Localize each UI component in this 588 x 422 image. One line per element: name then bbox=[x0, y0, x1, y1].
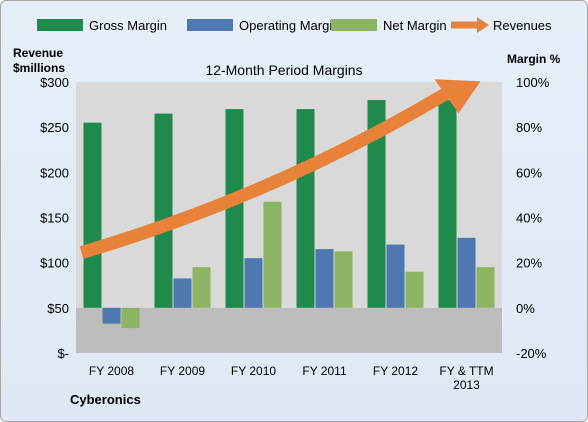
bar-net-margin-0 bbox=[121, 307, 140, 329]
left-tick-label: $- bbox=[57, 346, 69, 361]
right-tick-label: 20% bbox=[516, 256, 542, 271]
legend-swatch-gross-margin bbox=[37, 19, 83, 31]
plot-area-negative-band bbox=[76, 308, 502, 353]
bar-gross-margin-1 bbox=[154, 113, 173, 308]
legend-swatch-net-margin bbox=[331, 19, 377, 31]
left-tick-label: $250 bbox=[40, 120, 69, 135]
legend-label: Gross Margin bbox=[89, 18, 167, 33]
bar-gross-margin-2 bbox=[225, 109, 244, 308]
right-tick-label: 80% bbox=[516, 120, 542, 135]
category-label-2: FY 2010 bbox=[231, 364, 276, 378]
bar-net-margin-2 bbox=[263, 201, 282, 308]
right-tick-label: 40% bbox=[516, 211, 542, 226]
legend: Gross Margin Operating Margin Net Margin Re… bbox=[37, 17, 552, 33]
category-label-5: 2013 bbox=[453, 378, 480, 392]
bar-net-margin-1 bbox=[192, 267, 211, 308]
legend-label: Operating Margin bbox=[239, 18, 339, 33]
left-tick-label: $150 bbox=[40, 211, 69, 226]
bar-net-margin-3 bbox=[334, 251, 353, 308]
category-label-3: FY 2011 bbox=[302, 364, 347, 378]
legend-arrow-head bbox=[477, 17, 489, 33]
bar-operating-margin-1 bbox=[173, 278, 192, 308]
legend-label: Net Margin bbox=[383, 18, 447, 33]
category-label-1: FY 2009 bbox=[160, 364, 205, 378]
left-axis-title-line2: $millions bbox=[13, 61, 65, 75]
bar-gross-margin-4 bbox=[367, 100, 386, 308]
left-tick-label: $300 bbox=[40, 75, 69, 90]
category-label-4: FY 2012 bbox=[373, 364, 418, 378]
left-tick-label: $100 bbox=[40, 256, 69, 271]
left-axis-title-line1: Revenue bbox=[13, 46, 63, 60]
chart-title: 12-Month Period Margins bbox=[205, 62, 362, 78]
plot-area-upper bbox=[76, 82, 502, 353]
legend-swatch-operating-margin bbox=[187, 19, 233, 31]
bar-operating-margin-5 bbox=[457, 237, 476, 308]
bar-operating-margin-0 bbox=[102, 307, 121, 324]
right-tick-label: 100% bbox=[516, 75, 550, 90]
bar-net-margin-5 bbox=[476, 267, 495, 308]
bar-operating-margin-3 bbox=[315, 249, 334, 308]
company-label: Cyberonics bbox=[70, 392, 141, 407]
bar-gross-margin-3 bbox=[296, 109, 315, 308]
bar-net-margin-4 bbox=[405, 271, 424, 308]
bar-operating-margin-2 bbox=[244, 258, 263, 308]
category-label-0: FY 2008 bbox=[89, 364, 134, 378]
revenues-arrow-head bbox=[434, 79, 481, 114]
left-tick-label: $50 bbox=[47, 301, 69, 316]
revenues-trend-line bbox=[79, 87, 450, 259]
left-tick-label: $200 bbox=[40, 165, 69, 180]
right-axis-title: Margin % bbox=[507, 52, 561, 66]
category-label-5: FY & TTM bbox=[439, 364, 493, 378]
right-tick-label: 60% bbox=[516, 165, 542, 180]
right-tick-label: -20% bbox=[516, 346, 547, 361]
bar-operating-margin-4 bbox=[386, 244, 405, 308]
bar-gross-margin-5 bbox=[438, 100, 457, 308]
right-tick-label: 0% bbox=[516, 301, 535, 316]
bar-gross-margin-0 bbox=[83, 122, 102, 308]
legend-label: Revenues bbox=[493, 18, 552, 33]
